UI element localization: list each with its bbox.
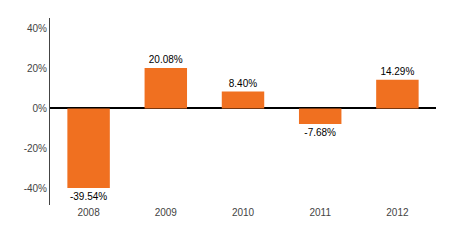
svg-text:-20%: -20%	[24, 143, 47, 154]
svg-text:-7.68%: -7.68%	[304, 127, 336, 138]
svg-text:20%: 20%	[27, 63, 47, 74]
svg-text:-39.54%: -39.54%	[70, 191, 107, 202]
svg-text:2012: 2012	[386, 207, 409, 218]
svg-text:0%: 0%	[33, 103, 48, 114]
svg-text:2011: 2011	[309, 207, 331, 218]
svg-text:-40%: -40%	[24, 183, 47, 194]
svg-text:2008: 2008	[77, 207, 100, 218]
svg-text:20.08%: 20.08%	[149, 54, 183, 65]
svg-text:8.40%: 8.40%	[229, 78, 257, 89]
svg-text:2009: 2009	[155, 207, 178, 218]
svg-text:14.29%: 14.29%	[380, 66, 414, 77]
svg-text:40%: 40%	[27, 23, 47, 34]
svg-text:2010: 2010	[232, 207, 255, 218]
